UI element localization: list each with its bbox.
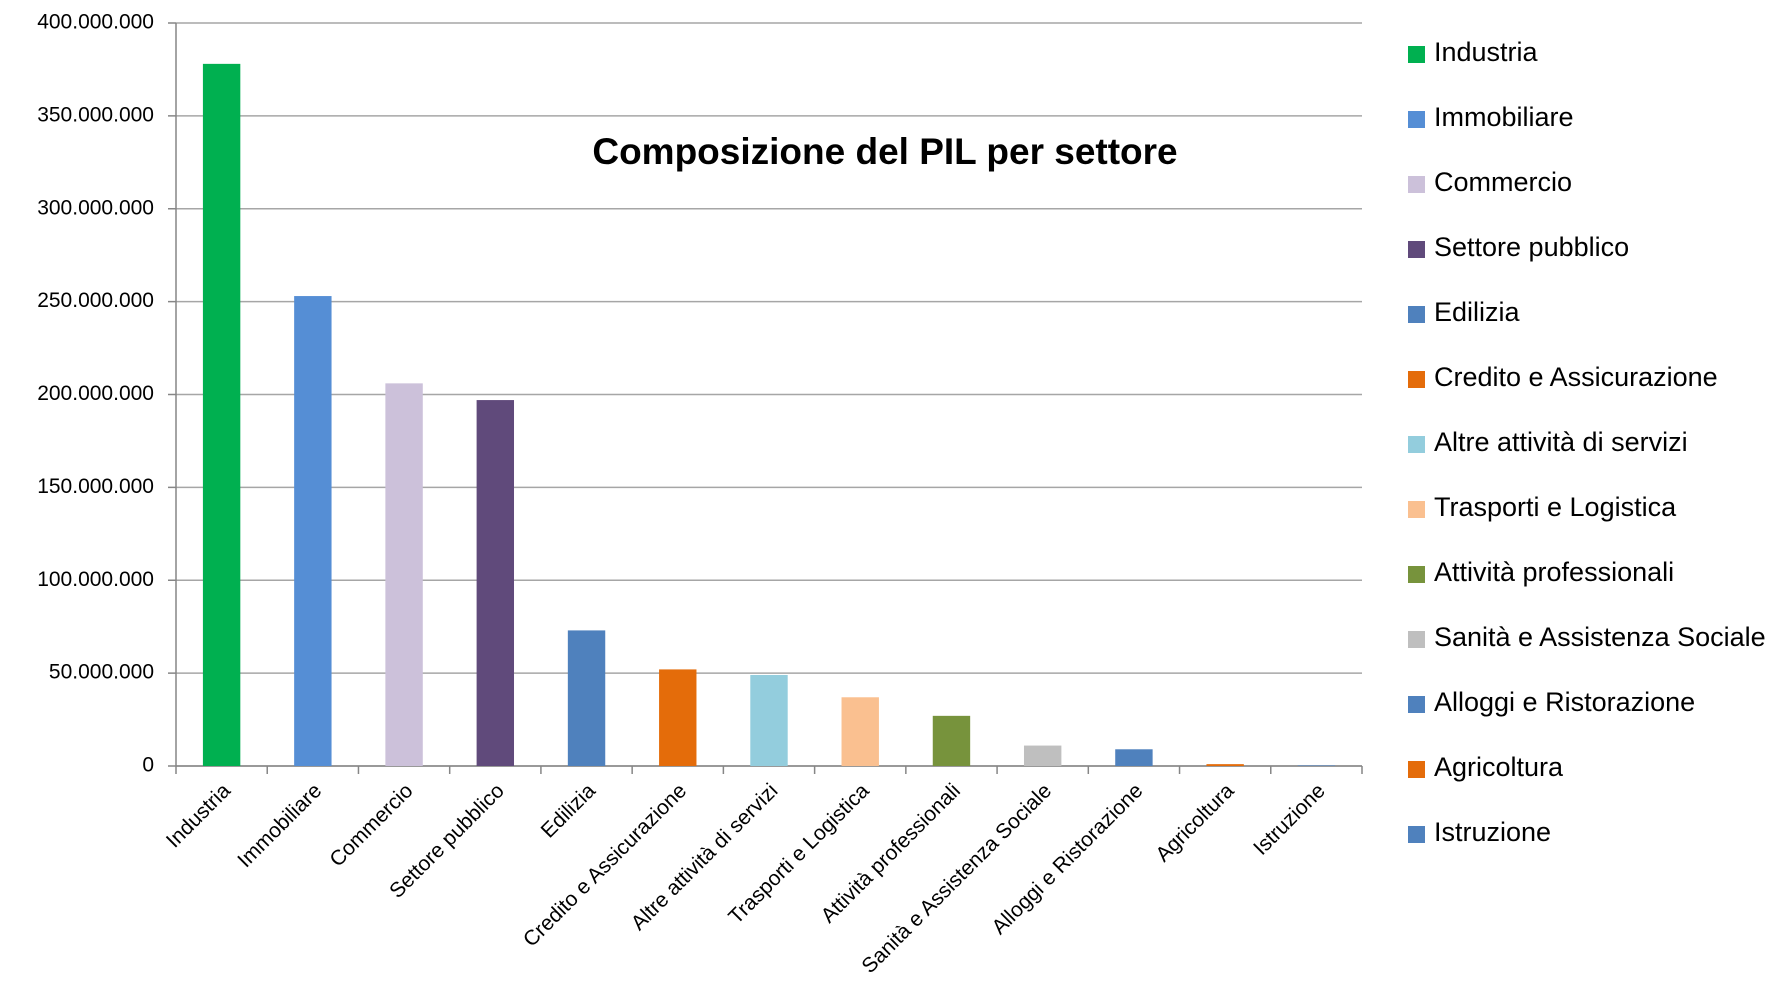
- y-tick-label: 300.000.000: [37, 196, 154, 219]
- legend-label: Credito e Assicurazione: [1434, 362, 1718, 392]
- legend-label: Edilizia: [1434, 297, 1521, 327]
- y-tick-label: 250.000.000: [37, 289, 154, 312]
- legend-label: Settore pubblico: [1434, 232, 1629, 262]
- x-tick-label: Edilizia: [537, 779, 601, 843]
- y-tick-label: 50.000.000: [49, 661, 154, 684]
- bar: [385, 383, 423, 766]
- x-tick-label: Alloggi e Ristorazione: [987, 779, 1147, 939]
- bar: [294, 296, 332, 766]
- bar: [932, 715, 971, 766]
- legend-label: Industria: [1434, 37, 1539, 67]
- bar: [202, 63, 241, 767]
- x-tick-label: Altre attività di servizi: [627, 779, 783, 935]
- legend-label: Commercio: [1434, 167, 1572, 197]
- bar: [1115, 749, 1153, 766]
- chart-title: Composizione del PIL per settore: [592, 131, 1177, 172]
- legend-label: Altre attività di servizi: [1434, 427, 1688, 457]
- y-tick-label: 350.000.000: [37, 103, 154, 126]
- bar: [750, 674, 788, 766]
- legend-label: Trasporti e Logistica: [1434, 492, 1677, 522]
- legend-label: Agricoltura: [1434, 752, 1564, 782]
- bar: [659, 669, 697, 766]
- bar: [841, 697, 879, 766]
- x-tick-label: Commercio: [325, 779, 417, 871]
- y-tick-label: 100.000.000: [37, 568, 154, 591]
- legend-swatch: [1408, 761, 1425, 778]
- legend-label: Alloggi e Ristorazione: [1434, 687, 1695, 717]
- x-tick-label: Istruzione: [1249, 779, 1330, 860]
- legend-swatch: [1408, 306, 1425, 323]
- y-tick-label: 400.000.000: [37, 11, 154, 34]
- bar: [1206, 764, 1244, 766]
- x-tick-label: Sanità e Assistenza Sociale: [857, 779, 1056, 978]
- legend-swatch: [1408, 436, 1425, 453]
- legend-swatch: [1408, 826, 1425, 843]
- legend-label: Istruzione: [1434, 817, 1551, 847]
- legend-swatch: [1408, 176, 1425, 193]
- legend-swatch: [1408, 46, 1425, 63]
- legend-label: Attività professionali: [1434, 557, 1674, 587]
- bar: [1023, 745, 1062, 766]
- legend-swatch: [1408, 241, 1425, 258]
- x-tick-label: Credito e Assicurazione: [519, 779, 691, 951]
- legend-swatch: [1408, 501, 1425, 518]
- legend-swatch: [1408, 631, 1425, 648]
- x-tick-label: Immobiliare: [233, 779, 326, 872]
- bar: [567, 630, 606, 766]
- y-tick-label: 0: [142, 754, 154, 777]
- legend-swatch: [1408, 111, 1425, 128]
- legend-swatch: [1408, 371, 1425, 388]
- x-tick-label: Industria: [162, 779, 235, 852]
- legend-label: Sanità e Assistenza Sociale: [1434, 622, 1766, 652]
- legend-swatch: [1408, 696, 1425, 713]
- x-tick-label: Agricoltura: [1151, 779, 1238, 866]
- bar: [1297, 765, 1336, 766]
- legend-swatch: [1408, 566, 1425, 583]
- y-tick-label: 200.000.000: [37, 382, 154, 405]
- y-tick-label: 150.000.000: [37, 475, 154, 498]
- legend-label: Immobiliare: [1434, 102, 1574, 132]
- bar: [476, 400, 515, 766]
